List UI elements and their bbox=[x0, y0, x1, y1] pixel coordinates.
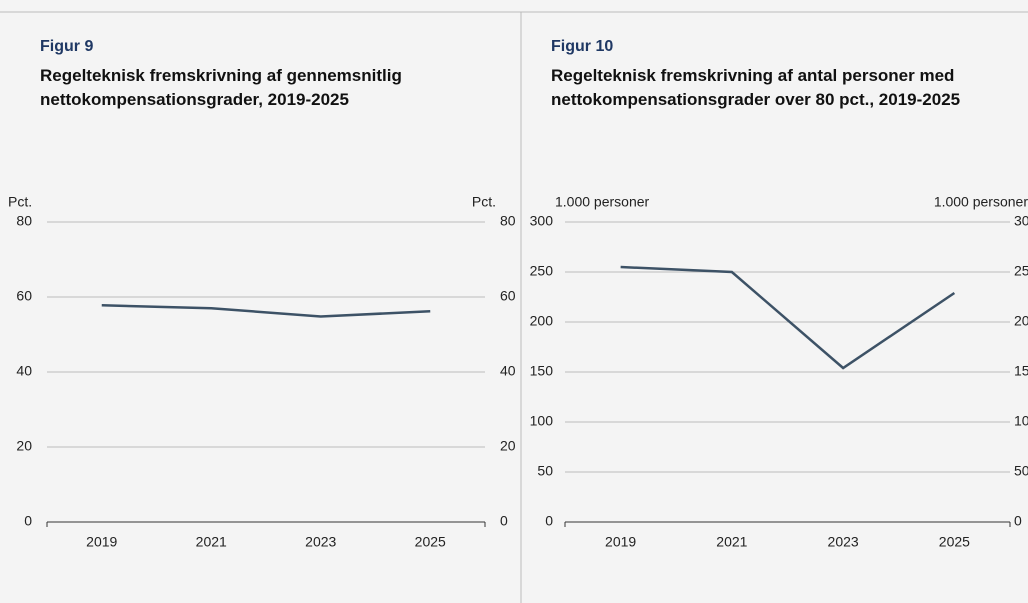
x-tick-label: 2021 bbox=[196, 534, 227, 550]
x-tick-label: 2019 bbox=[605, 534, 636, 550]
y2-tick-label: 250 bbox=[1014, 263, 1028, 279]
series-line bbox=[101, 304, 431, 318]
y2-tick-label: 200 bbox=[1014, 313, 1028, 329]
y-axis-label: 1.000 personer bbox=[934, 194, 1028, 210]
y2-tick-label: 100 bbox=[1014, 413, 1028, 429]
figure-label: Figur 10 bbox=[551, 38, 614, 55]
y-tick-label: 100 bbox=[530, 413, 554, 429]
x-tick-label: 2025 bbox=[415, 534, 446, 550]
y-tick-label: 60 bbox=[16, 288, 32, 304]
y-tick-label: 50 bbox=[537, 463, 553, 479]
x-tick-label: 2023 bbox=[828, 534, 859, 550]
figure-label: Figur 9 bbox=[40, 38, 94, 55]
chart-title: Regelteknisk fremskrivning af gennemsnit… bbox=[40, 66, 402, 109]
y2-tick-label: 300 bbox=[1014, 213, 1028, 229]
y-tick-label: 0 bbox=[545, 513, 553, 529]
y2-tick-label: 80 bbox=[500, 213, 516, 229]
y2-tick-label: 40 bbox=[500, 363, 516, 379]
y2-tick-label: 50 bbox=[1014, 463, 1028, 479]
x-tick-label: 2019 bbox=[86, 534, 117, 550]
x-tick-label: 2023 bbox=[305, 534, 336, 550]
y-axis-label: 1.000 personer bbox=[555, 194, 650, 210]
chart-title: Regelteknisk fremskrivning af antal pers… bbox=[551, 66, 961, 109]
y2-tick-label: 150 bbox=[1014, 363, 1028, 379]
series-line bbox=[620, 265, 956, 370]
y-tick-label: 200 bbox=[530, 313, 554, 329]
y2-tick-label: 0 bbox=[1014, 513, 1022, 529]
y-tick-label: 20 bbox=[16, 438, 32, 454]
x-tick-label: 2025 bbox=[939, 534, 970, 550]
y2-tick-label: 20 bbox=[500, 438, 516, 454]
y2-tick-label: 60 bbox=[500, 288, 516, 304]
y-axis-label: Pct. bbox=[472, 194, 496, 210]
y-tick-label: 0 bbox=[24, 513, 32, 529]
y-tick-label: 250 bbox=[530, 263, 554, 279]
y2-tick-label: 0 bbox=[500, 513, 508, 529]
y-tick-label: 300 bbox=[530, 213, 554, 229]
y-axis-label: Pct. bbox=[8, 194, 32, 210]
y-tick-label: 150 bbox=[530, 363, 554, 379]
x-tick-label: 2021 bbox=[716, 534, 747, 550]
y-tick-label: 80 bbox=[16, 213, 32, 229]
y-tick-label: 40 bbox=[16, 363, 32, 379]
